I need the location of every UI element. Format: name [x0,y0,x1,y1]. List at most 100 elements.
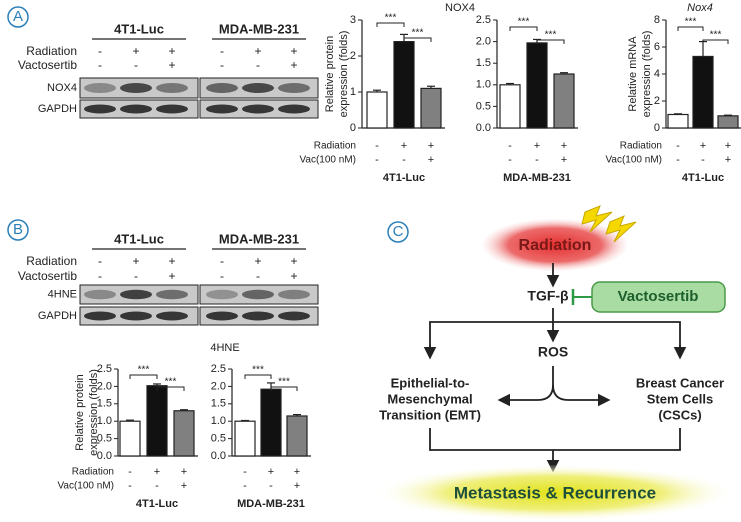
condition-mark: - [676,140,680,152]
y-tick-label: 1 [350,86,356,98]
condition-label: Radiation [620,141,662,152]
node-label: Mesenchymal [387,391,472,406]
cell-line-header: MDA-MB-231 [219,231,299,246]
significance-label: *** [138,365,150,376]
y-tick-label: 1.5 [476,57,491,69]
y-tick-label: 8 [654,14,660,26]
band-spot [278,289,310,300]
condition-mark: - [243,466,247,478]
y-tick-label: 0.0 [97,450,112,462]
radiation-glow [483,219,627,271]
band-label: NOX4 [47,82,77,94]
y-tick-label: 0 [654,122,660,134]
condition-mark: - [220,58,224,72]
band-spot [278,104,310,114]
node-label: ROS [538,344,568,360]
condition-mark: - [134,58,138,72]
significance-label: *** [545,30,557,41]
condition-mark: - [243,480,247,492]
condition-mark: - [134,269,138,283]
bar [260,388,282,457]
band-spot [120,83,152,93]
condition-mark: + [132,44,139,58]
condition-mark: + [290,254,297,268]
condition-mark: - [402,154,406,166]
y-tick-label: 0 [350,122,356,134]
node-label: Breast Cancer [636,375,724,390]
band-spot [206,311,238,321]
band-spot [84,104,116,114]
x-axis-label: MDA-MB-231 [237,498,305,510]
condition-mark: - [256,269,260,283]
bar [692,55,714,129]
condition-mark: - [508,140,512,152]
y-tick-label: 0.0 [211,450,226,462]
condition-mark: + [561,154,567,166]
condition-mark: + [700,140,706,152]
condition-label: Radiation [26,254,77,268]
arrow [552,384,611,407]
significance-label: *** [518,17,530,28]
significance-label: *** [278,377,290,388]
significance-bracket [129,374,158,379]
panel-label-text: A [13,8,23,25]
node-label: TGF-β [527,288,569,304]
condition-mark: + [290,269,297,283]
condition-mark: + [254,44,261,58]
y-axis-label: Relative mRNA [627,36,639,112]
cell-line-header: MDA-MB-231 [219,21,299,36]
y-tick-label: 2.0 [211,380,226,392]
significance-bracket [509,26,538,31]
significance-label: *** [385,13,397,24]
band-spot [206,289,238,300]
y-tick-label: 6 [654,41,660,53]
condition-mark: + [294,466,300,478]
bar [553,73,575,129]
condition-mark: - [535,154,539,166]
condition-label: Radiation [72,467,114,478]
y-tick-label: 0.0 [476,122,491,134]
y-axis-label: expression (folds) [338,31,350,118]
significance-bracket [403,37,432,42]
band-label: 4HNE [48,288,77,300]
bar [667,113,689,129]
panel-label: C [387,221,409,243]
condition-mark: - [269,480,273,492]
cell-line-header: 4T1-Luc [114,21,164,36]
significance-bracket [677,26,704,31]
band-spot [120,311,152,321]
y-tick-label: 0.5 [97,433,112,445]
bar [393,40,415,129]
band-spot [206,104,238,114]
bar [526,42,548,129]
condition-label: Vac(100 nM) [299,155,356,166]
condition-mark: + [290,44,297,58]
band-spot [84,289,116,300]
node-label: (CSCs) [658,407,701,422]
band-spot [156,289,188,300]
significance-label: *** [412,28,424,39]
condition-label: Radiation [314,141,356,152]
diagram: Radiation TGF-β Vactosertib ROS Epitheli… [377,205,733,521]
y-axis-label: Relative protein [74,374,86,450]
outcome-glow [377,465,733,521]
band-spot [156,104,188,114]
condition-mark: - [508,154,512,166]
significance-bracket [536,39,565,44]
condition-mark: - [375,140,379,152]
x-axis-label: 4T1-Luc [383,172,425,184]
condition-mark: + [181,480,187,492]
condition-mark: + [168,269,175,283]
condition-mark: + [401,140,407,152]
significance-label: *** [710,30,722,41]
cell-line-header: 4T1-Luc [114,231,164,246]
condition-mark: - [256,58,260,72]
condition-mark: + [168,58,175,72]
band-spot [84,311,116,321]
condition-mark: + [294,480,300,492]
band-spot [156,311,188,321]
node-label: Metastasis & Recurrence [454,483,656,502]
x-axis-label: 4T1-Luc [136,498,178,510]
y-tick-label: 2.5 [476,14,491,26]
